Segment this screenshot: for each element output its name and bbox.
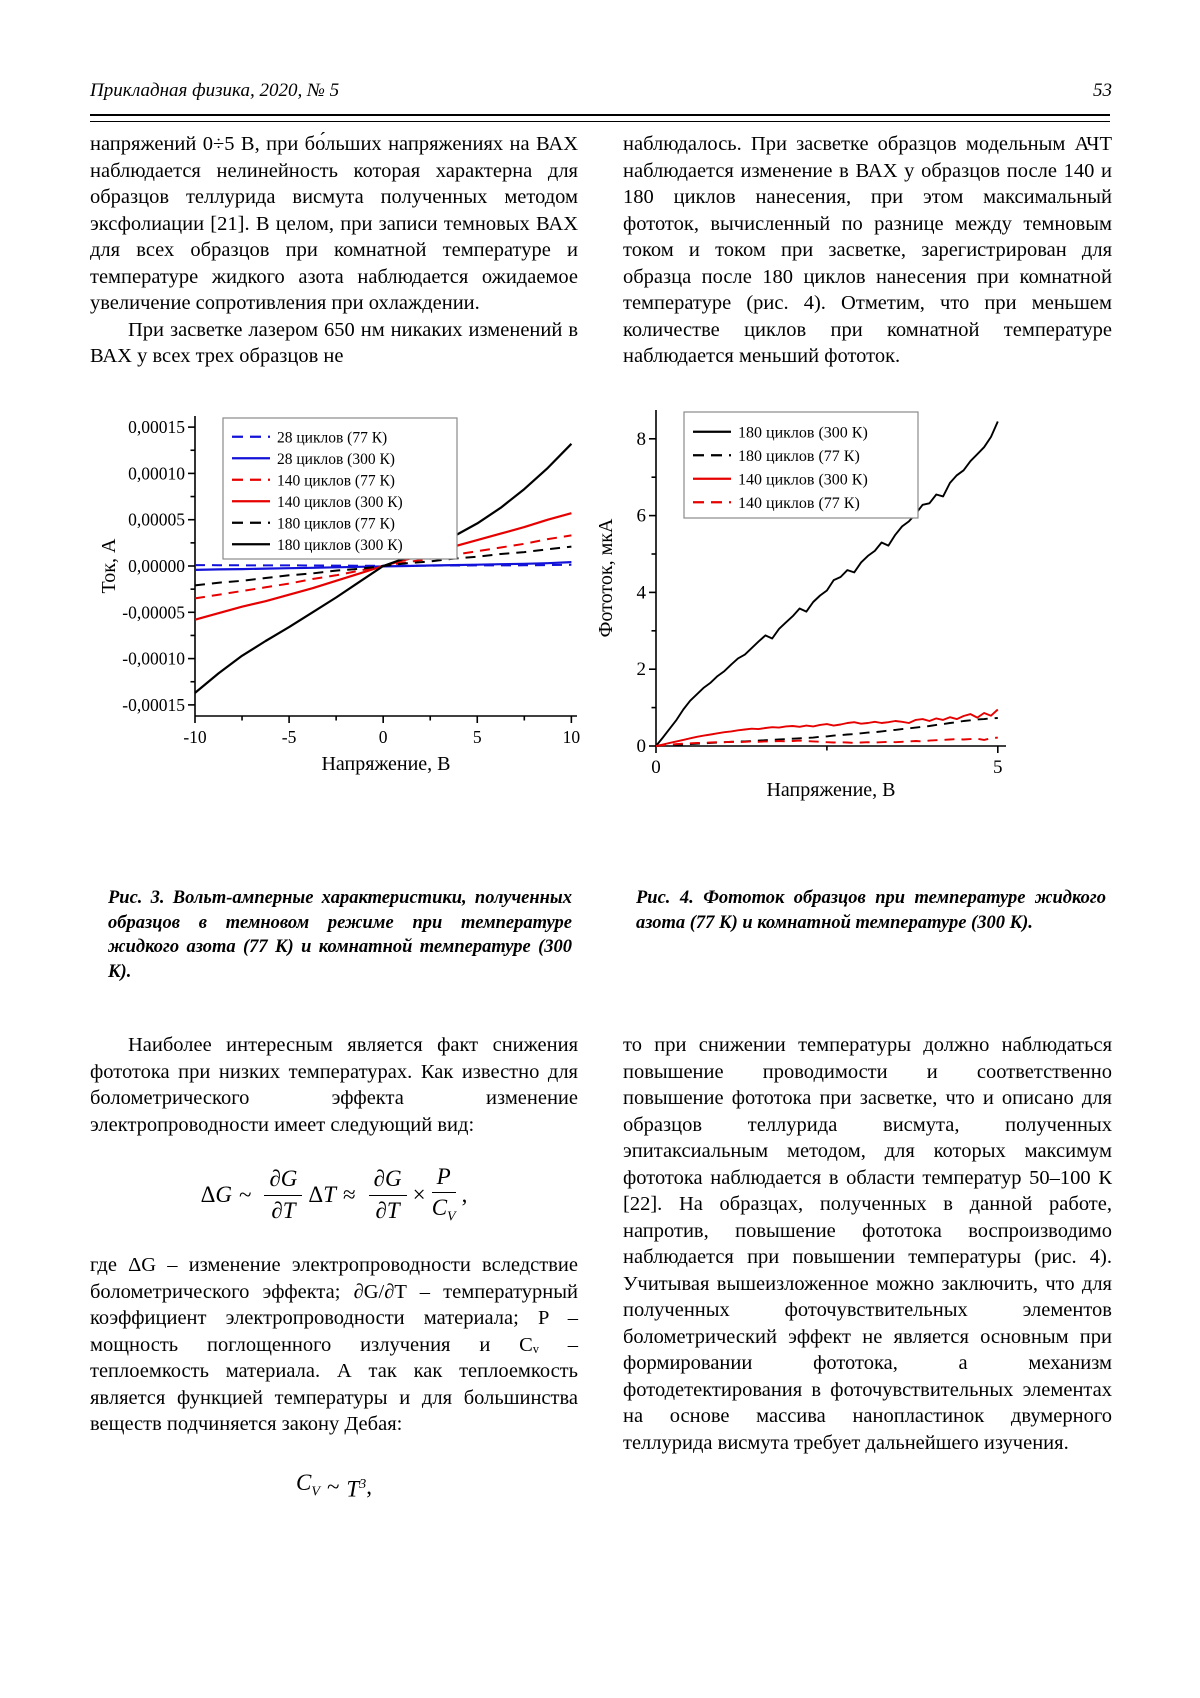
svg-text:-0,00015: -0,00015 [122,695,185,715]
equation-operator: ~ [326,1474,340,1500]
svg-text:10: 10 [563,727,581,747]
figure-3-caption: Рис. 3. Вольт-амперные характеристики, п… [108,888,572,982]
bottom-text-columns: Наиболее интересным является факт снижен… [90,1032,1112,1532]
bolometric-equation: ΔG ~ ∂G ∂T ΔT ≈ ∂G ∂T × P CV , [90,1164,578,1226]
svg-text:5: 5 [993,757,1003,778]
svg-text:-0,00005: -0,00005 [122,602,185,622]
equation-operator: × [412,1181,426,1207]
equation-punctuation: , [366,1474,372,1500]
svg-text:Ток, А: Ток, А [98,538,120,593]
svg-text:140 циклов (300 К): 140 циклов (300 К) [277,494,403,511]
bottom-right-column: то при снижении температуры должно наблю… [623,1032,1112,1532]
svg-text:0: 0 [637,736,647,757]
equation-term: ΔT [308,1181,337,1207]
svg-text:-0,00010: -0,00010 [122,649,185,669]
equation-punctuation: , [461,1181,468,1207]
bottom-left-column: Наиболее интересным является факт снижен… [90,1032,578,1532]
page-number: 53 [1093,80,1112,101]
photocurrent-chart: 0 5 0 2 4 6 8 Напряжение, В Фототок, мкА 180 цикл… [592,402,1022,809]
svg-text:0,00005: 0,00005 [128,510,185,530]
svg-text:5: 5 [473,727,482,747]
paragraph: напряжений 0÷5 В, при бо́льших напряжени… [90,133,578,314]
figure-4: 0 5 0 2 4 6 8 Напряжение, В Фототок, мкА 180 цикл… [592,402,1022,809]
svg-text:28 циклов (77 К): 28 циклов (77 К) [277,429,387,446]
fraction: ∂G ∂T [368,1166,407,1224]
svg-text:140 циклов (77 К): 140 циклов (77 К) [738,495,860,512]
paragraph: Наиболее интересным является факт снижен… [90,1034,578,1136]
fraction: ∂G ∂T [264,1166,303,1224]
paragraph: При засветке лазером 650 нм никаких изме… [90,318,578,368]
svg-text:0,00000: 0,00000 [128,556,185,576]
debye-law-equation: CV ~ T3 , [90,1470,578,1506]
fraction: P CV [431,1164,456,1226]
fraction-denominator: CV [431,1195,456,1226]
svg-text:Напряжение, В: Напряжение, В [321,753,450,775]
svg-text:0: 0 [651,757,661,778]
equation-operator: ~ [238,1181,252,1207]
paragraph: наблюдалось. При засветке образцов модел… [623,133,1112,367]
svg-text:180 циклов (300 К): 180 циклов (300 К) [738,424,868,441]
paragraph: то при снижении температуры должно наблю… [623,1034,1112,1454]
equation-term: CV [296,1469,320,1500]
svg-text:6: 6 [637,506,647,527]
top-right-column: наблюдалось. При засветке образцов модел… [623,131,1112,370]
svg-text:Напряжение, В: Напряжение, В [766,779,895,801]
svg-text:8: 8 [637,429,647,450]
header-rule [90,114,1110,122]
equation-term: T3 [346,1476,367,1502]
journal-header: Прикладная физика, 2020, № 5 [90,80,340,101]
figure-3: -10 -5 0 5 10 0,00015 0,00010 0,00005 0,00000 -0,… [95,406,595,783]
equation-term: ΔG [200,1181,232,1207]
svg-text:180 циклов (77 К): 180 циклов (77 К) [738,448,860,465]
svg-text:180 циклов (300 К): 180 циклов (300 К) [277,537,403,554]
top-text-columns: напряжений 0÷5 В, при бо́льших напряжени… [90,131,1112,370]
equation-operator: ≈ [343,1181,356,1207]
svg-text:0,00010: 0,00010 [128,463,185,483]
svg-text:0,00015: 0,00015 [128,417,185,437]
svg-text:-5: -5 [282,727,297,747]
svg-text:180 циклов (77 К): 180 циклов (77 К) [277,515,395,532]
svg-text:4: 4 [637,582,647,603]
svg-text:28 циклов (300 К): 28 циклов (300 К) [277,451,395,468]
paragraph: где ΔG – изменение электропроводности вс… [90,1254,578,1436]
iv-curves-chart: -10 -5 0 5 10 0,00015 0,00010 0,00005 0,00000 -0,… [95,406,595,783]
figure-4-caption: Рис. 4. Фототок образцов при температуре… [636,888,1106,933]
svg-text:140 циклов (300 К): 140 циклов (300 К) [738,471,868,488]
svg-text:140 циклов (77 К): 140 циклов (77 К) [277,472,395,489]
svg-text:2: 2 [637,659,647,680]
svg-text:Фототок, мкА: Фототок, мкА [595,518,617,637]
top-left-column: напряжений 0÷5 В, при бо́льших напряжени… [90,131,578,370]
svg-text:-10: -10 [183,727,207,747]
svg-text:0: 0 [379,727,388,747]
